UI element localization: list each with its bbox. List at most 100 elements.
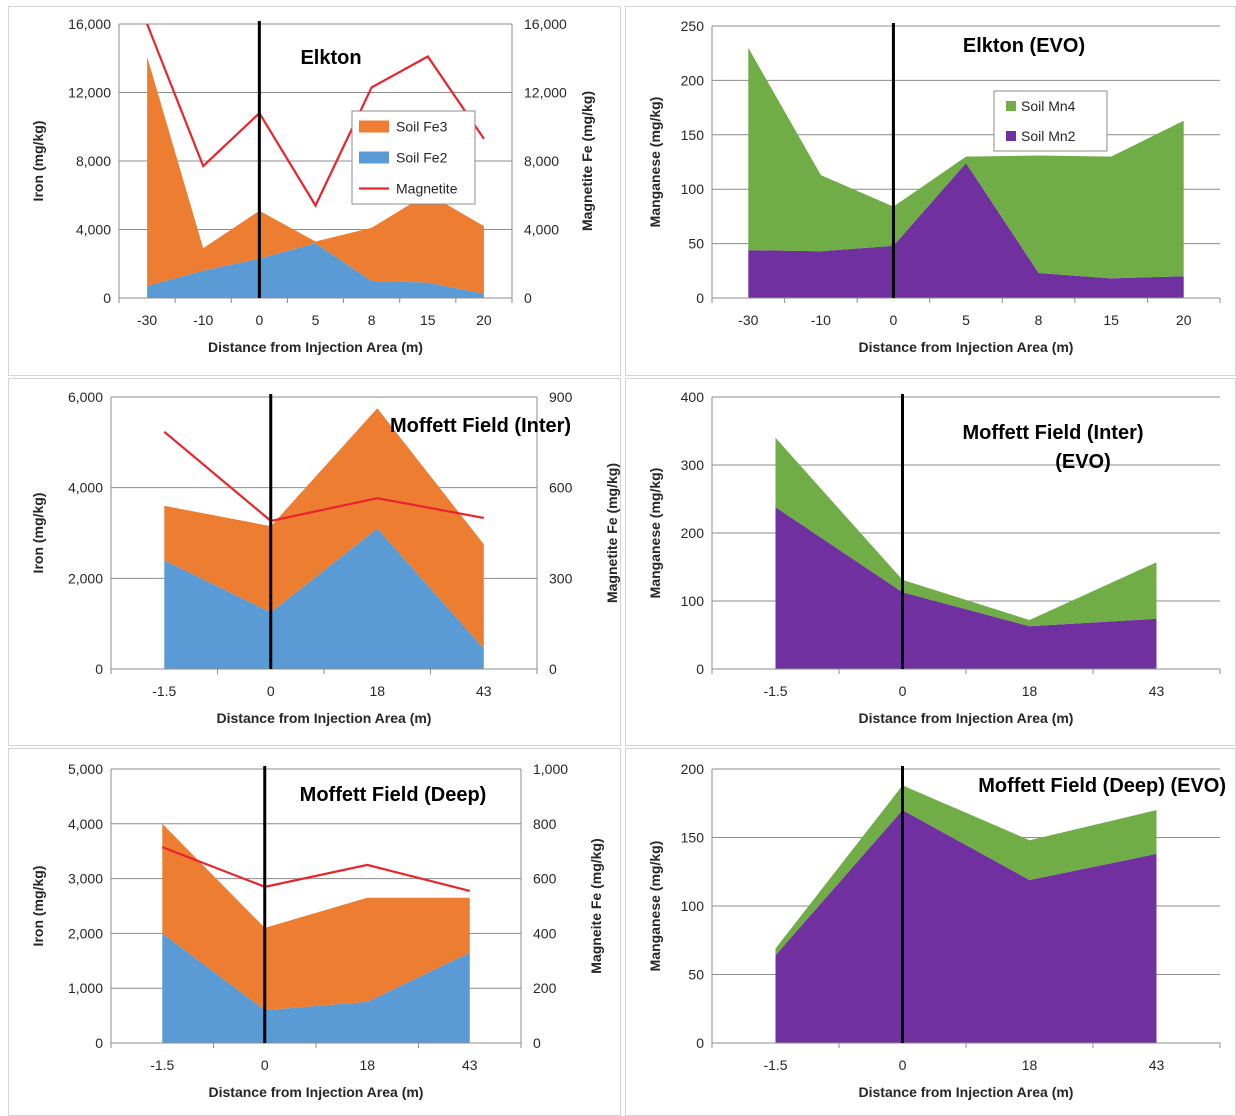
- y-axis-title: Manganese (mg/kg): [647, 841, 663, 972]
- y-tick-label: 150: [681, 830, 705, 846]
- x-axis-title: Distance from Injection Area (m): [859, 1084, 1074, 1100]
- legend-label: Soil Mn2: [1021, 128, 1076, 144]
- y-tick-label: 0: [95, 661, 103, 677]
- x-tick-label: -1.5: [763, 683, 787, 699]
- x-tick-label: 20: [476, 312, 492, 328]
- y2-tick-label: 600: [549, 480, 573, 496]
- y2-axis-title: Magnetite Fe (mg/kg): [604, 463, 620, 603]
- x-tick-label: 15: [1103, 312, 1119, 328]
- y2-tick-label: 400: [533, 925, 557, 941]
- chart-title: Moffett Field (Deep): [300, 784, 487, 806]
- y2-tick-label: 300: [549, 570, 573, 586]
- x-tick-label: 18: [1022, 683, 1038, 699]
- chart-svg: 0 1,000 2,000 3,000 4,000 5,000 0 200 400 600 800 1…: [30, 761, 604, 1100]
- x-tick-label: -30: [137, 312, 157, 328]
- y-tick-label: 5,000: [68, 761, 103, 777]
- y-axis-title: Iron (mg/kg): [30, 121, 46, 202]
- x-tick-label: 0: [255, 312, 263, 328]
- line-magnetite: [163, 430, 485, 523]
- legend-swatch: [359, 151, 389, 164]
- legend-label: Soil Mn4: [1021, 98, 1076, 114]
- legend-label: Soil Fe3: [396, 119, 448, 135]
- chart-title: Moffett Field (Inter): [962, 422, 1143, 444]
- y-tick-label: 12,000: [68, 85, 111, 101]
- x-tick-label: 0: [261, 1057, 269, 1073]
- area-mn2: [775, 810, 1157, 1043]
- x-tick-label: 43: [1149, 683, 1165, 699]
- x-tick-label: 15: [420, 312, 436, 328]
- y2-tick-label: 12,000: [524, 85, 567, 101]
- y2-tick-label: 600: [533, 871, 557, 887]
- chart-svg: 0 100 200 300 400 -1.5 0 18 43 Distance from Inje…: [647, 389, 1221, 726]
- x-axis-title: Distance from Injection Area (m): [859, 710, 1074, 726]
- y-tick-label: 2,000: [68, 570, 103, 586]
- y2-axis-title: Magnetite Fe (mg/kg): [579, 91, 595, 231]
- x-tick-label: 8: [368, 312, 376, 328]
- y-tick-label: 3,000: [68, 871, 103, 887]
- y-tick-label: 150: [681, 127, 705, 143]
- y2-tick-label: 0: [533, 1035, 541, 1051]
- y-tick-label: 4,000: [76, 222, 111, 238]
- y2-tick-label: 8,000: [524, 153, 559, 169]
- legend-label: Soil Fe2: [396, 150, 448, 166]
- chart-svg: 0 2,000 4,000 6,000 0 300 600 900 -1.5 0 18 43 Dista…: [30, 389, 620, 726]
- y-axis-title: Manganese (mg/kg): [647, 468, 663, 599]
- y2-tick-label: 800: [533, 816, 557, 832]
- y-tick-label: 100: [681, 898, 705, 914]
- x-tick-label: 43: [476, 683, 492, 699]
- y-tick-label: 6,000: [68, 389, 103, 405]
- panel-moffett-inter-mn: 0 100 200 300 400 -1.5 0 18 43 Distance from Inje…: [625, 378, 1236, 746]
- area-fe2: [164, 528, 484, 669]
- line-magnetite: [146, 23, 485, 208]
- y2-tick-label: 200: [533, 980, 557, 996]
- area-mn4: [775, 437, 1157, 627]
- y-tick-label: 200: [681, 72, 705, 88]
- panel-elkton-mn: 0 50 100 150 200 250 -30 -10 0 5 8 15 20 Distance fro…: [625, 6, 1236, 376]
- y-tick-label: 300: [681, 457, 705, 473]
- y-tick-label: 400: [681, 389, 705, 405]
- legend-label: Magnetite: [396, 181, 458, 197]
- area-fe2: [162, 933, 470, 1043]
- y2-tick-label: 1,000: [533, 761, 568, 777]
- area-fe2: [147, 243, 484, 298]
- chart-title: Elkton: [300, 47, 361, 69]
- y2-axis-title: Magneite Fe (mg/kg): [588, 838, 604, 973]
- x-tick-label: 18: [369, 683, 385, 699]
- chart-svg: 0 50 100 150 200 -1.5 0 18 43 Distance from Injec…: [647, 761, 1226, 1100]
- area-fe3: [162, 823, 470, 1011]
- y-tick-label: 16,000: [68, 16, 111, 32]
- y-tick-label: 200: [681, 761, 705, 777]
- x-axis-title: Distance from Injection Area (m): [217, 710, 432, 726]
- y-tick-label: 0: [696, 290, 704, 306]
- y-tick-label: 4,000: [68, 480, 103, 496]
- x-axis-title: Distance from Injection Area (m): [859, 339, 1074, 355]
- area-fe3: [164, 408, 484, 649]
- y-tick-label: 50: [688, 967, 704, 983]
- y-tick-label: 1,000: [68, 980, 103, 996]
- x-tick-label: 18: [1022, 1057, 1038, 1073]
- y-tick-label: 50: [688, 236, 704, 252]
- x-tick-label: 43: [462, 1057, 478, 1073]
- legend-swatch: [359, 120, 389, 133]
- y-axis-title: Iron (mg/kg): [30, 493, 46, 574]
- panel-moffett-inter-fe: 0 2,000 4,000 6,000 0 300 600 900 -1.5 0 18 43 Dista…: [8, 378, 621, 746]
- y-tick-label: 2,000: [68, 925, 103, 941]
- y-axis-title: Manganese (mg/kg): [647, 97, 663, 228]
- y2-tick-label: 0: [524, 290, 532, 306]
- y-tick-label: 8,000: [76, 153, 111, 169]
- panel-moffett-deep-mn: 0 50 100 150 200 -1.5 0 18 43 Distance from Injec…: [625, 748, 1236, 1116]
- x-tick-label: 43: [1149, 1057, 1165, 1073]
- chart-title: Elkton (EVO): [963, 35, 1085, 57]
- area-fe3: [147, 56, 484, 294]
- chart-svg: 0 4,000 8,000 12,000 16,000 0 4,000 8,000 12,000…: [30, 16, 595, 355]
- x-tick-label: 20: [1176, 312, 1192, 328]
- y-tick-label: 200: [681, 525, 705, 541]
- area-mn2: [748, 163, 1184, 298]
- y-tick-label: 0: [696, 1035, 704, 1051]
- y-tick-label: 0: [103, 290, 111, 306]
- x-tick-label: 0: [899, 683, 907, 699]
- chart-title: Moffett Field (Inter): [390, 415, 571, 437]
- legend-swatch: [1006, 101, 1016, 111]
- x-tick-label: 0: [890, 312, 898, 328]
- chart-svg: 0 50 100 150 200 250 -30 -10 0 5 8 15 20 Distance fro…: [647, 18, 1221, 355]
